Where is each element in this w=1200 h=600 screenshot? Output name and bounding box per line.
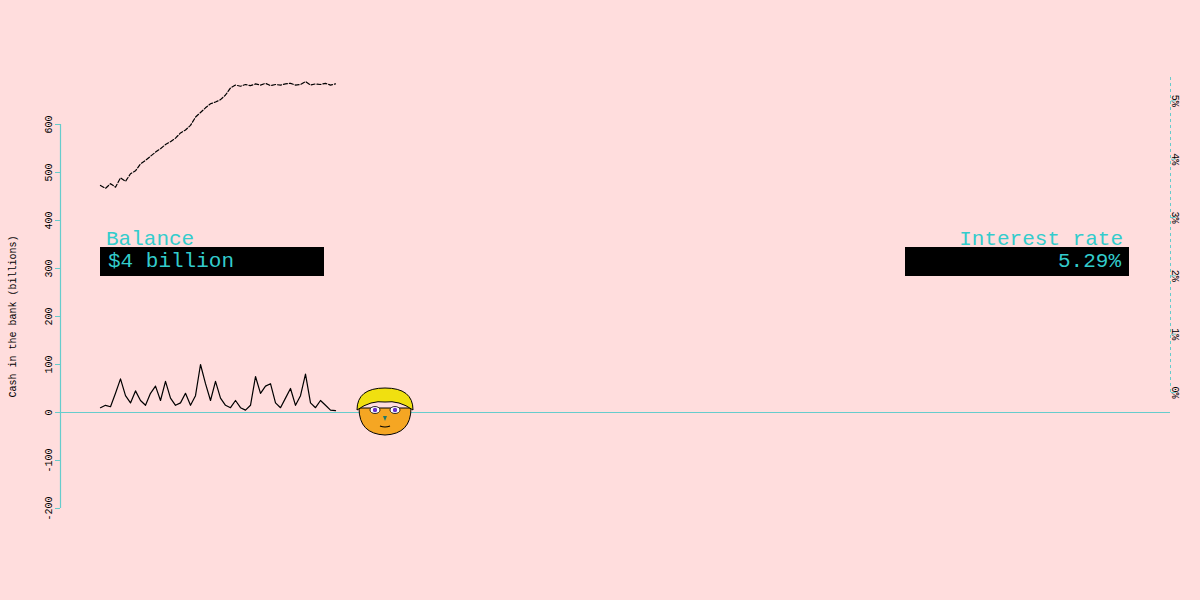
html-text:5.29%: 5.29% (1058, 250, 1121, 273)
svg-text:0: 0 (44, 409, 55, 415)
svg-text:400: 400 (44, 211, 55, 229)
svg-text:1%: 1% (1169, 328, 1180, 340)
svg-text:600: 600 (44, 115, 55, 133)
html-text:Interest rate: Interest rate (959, 228, 1123, 251)
html-text:Balance: Balance (106, 228, 195, 251)
svg-text:5%: 5% (1169, 95, 1180, 107)
svg-text:3%: 3% (1169, 211, 1180, 223)
html-text:$4 billion: $4 billion (108, 250, 234, 273)
svg-text:-200: -200 (44, 496, 55, 520)
svg-text:200: 200 (44, 307, 55, 325)
svg-text:300: 300 (44, 259, 55, 277)
svg-text:0%: 0% (1169, 386, 1180, 398)
svg-text:-100: -100 (44, 448, 55, 472)
svg-text:100: 100 (44, 355, 55, 373)
svg-text:Cash in the bank (billions): Cash in the bank (billions) (8, 235, 19, 397)
svg-text:500: 500 (44, 163, 55, 181)
svg-text:4%: 4% (1169, 153, 1180, 165)
svg-text:2%: 2% (1169, 270, 1180, 282)
